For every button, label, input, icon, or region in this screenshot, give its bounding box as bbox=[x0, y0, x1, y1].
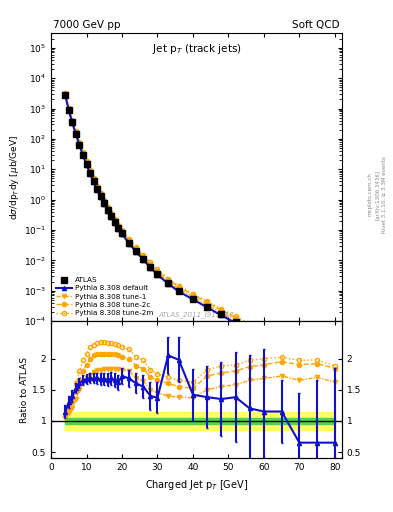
Y-axis label: d$\sigma$/dp$_{T}$dy [$\mu$b/GeV]: d$\sigma$/dp$_{T}$dy [$\mu$b/GeV] bbox=[8, 135, 21, 220]
Legend: ATLAS, Pythia 8.308 default, Pythia 8.308 tune-1, Pythia 8.308 tune-2c, Pythia 8: ATLAS, Pythia 8.308 default, Pythia 8.30… bbox=[55, 275, 155, 317]
Text: 7000 GeV pp: 7000 GeV pp bbox=[53, 19, 121, 30]
Text: [arXiv:1306.3436]: [arXiv:1306.3436] bbox=[375, 169, 380, 220]
Y-axis label: Ratio to ATLAS: Ratio to ATLAS bbox=[20, 357, 29, 423]
Text: Rivet 3.1.10, ≥ 3.3M events: Rivet 3.1.10, ≥ 3.3M events bbox=[382, 156, 387, 233]
Text: Jet p$_{T}$ (track jets): Jet p$_{T}$ (track jets) bbox=[152, 42, 241, 56]
X-axis label: Charged Jet p$_{T}$ [GeV]: Charged Jet p$_{T}$ [GeV] bbox=[145, 478, 248, 492]
Text: Soft QCD: Soft QCD bbox=[292, 19, 340, 30]
Text: ATLAS_2011_I919017: ATLAS_2011_I919017 bbox=[159, 311, 234, 318]
Text: mcplots.cern.ch: mcplots.cern.ch bbox=[368, 173, 373, 217]
